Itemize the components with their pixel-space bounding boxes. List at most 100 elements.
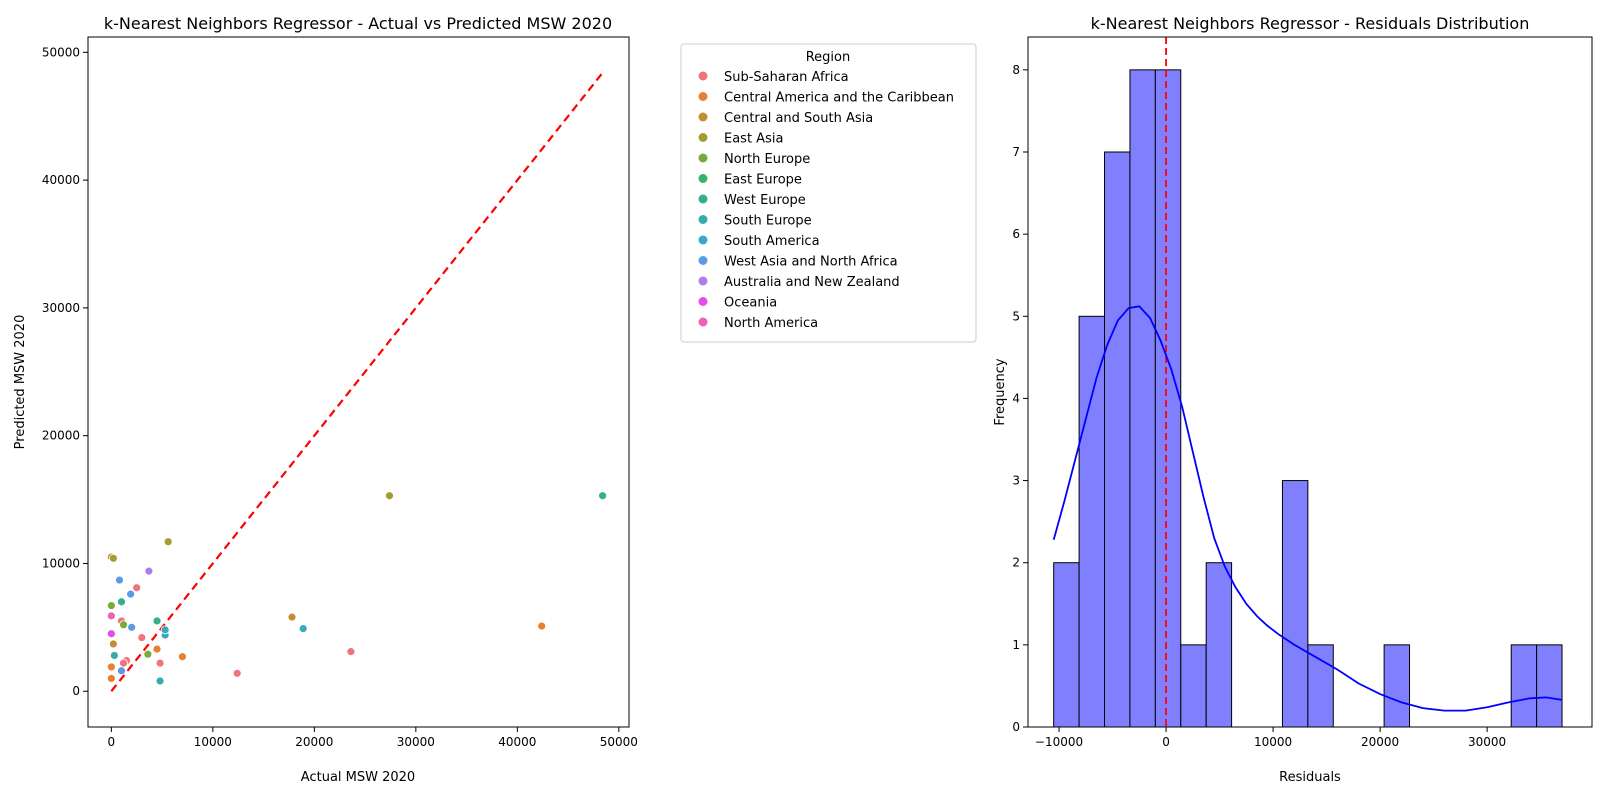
- histogram-y-tick-label: 7: [1012, 145, 1020, 159]
- scatter-point: [106, 629, 116, 639]
- scatter-y-tick-label: 0: [72, 684, 80, 698]
- histogram-bar: [1078, 315, 1106, 728]
- histogram-bar: [1307, 644, 1334, 728]
- scatter-point: [119, 658, 128, 668]
- legend-marker: [698, 235, 708, 245]
- legend-entry-label: Central America and the Caribbean: [724, 91, 954, 106]
- scatter-x-tick-label: 20000: [295, 735, 333, 749]
- legend-marker: [698, 297, 708, 306]
- histogram-y-axis-label: Frequency: [993, 358, 1008, 425]
- scatter-point: [127, 622, 137, 632]
- histogram-x-tick-label: 20000: [1361, 735, 1399, 749]
- scatter-point: [598, 491, 608, 501]
- scatter-plot-frame: [87, 36, 630, 728]
- legend-marker: [698, 276, 708, 286]
- scatter-y-tick-label: 30000: [42, 301, 80, 315]
- legend-entry-label: East Asia: [724, 132, 783, 147]
- legend-entry-label: West Europe: [724, 193, 806, 208]
- histogram-bar: [1053, 562, 1080, 728]
- legend-entry-label: South Europe: [724, 214, 812, 229]
- histogram-x-axis-label: Residuals: [1279, 770, 1341, 785]
- histogram-chart-title: k-Nearest Neighbors Regressor - Residual…: [1091, 14, 1530, 33]
- scatter-point: [298, 624, 308, 634]
- scatter-point: [106, 611, 116, 621]
- kde-curve: [1052, 305, 1563, 712]
- scatter-y-tick-label: 20000: [42, 429, 80, 443]
- histogram-x-tick-label: 0: [1162, 735, 1170, 749]
- scatter-y-tick-label: 10000: [42, 556, 80, 570]
- histogram-bar: [1205, 562, 1233, 728]
- scatter-point: [160, 625, 170, 635]
- scatter-point: [106, 601, 116, 611]
- scatter-point: [385, 491, 394, 501]
- histogram-y-tick-label: 3: [1012, 474, 1020, 488]
- legend-marker: [698, 194, 708, 204]
- scatter-chart-title: k-Nearest Neighbors Regressor - Actual v…: [104, 14, 612, 33]
- histogram-bar: [1383, 644, 1411, 728]
- scatter-point: [537, 621, 547, 631]
- scatter-x-tick-label: 50000: [600, 735, 638, 749]
- histogram-y-tick-label: 6: [1012, 227, 1020, 241]
- histogram-bar: [1129, 69, 1156, 728]
- scatter-point: [155, 676, 165, 686]
- scatter-point: [144, 566, 154, 576]
- scatter-point: [109, 651, 119, 660]
- scatter-point: [106, 662, 116, 672]
- scatter-point: [232, 668, 242, 678]
- scatter-point: [119, 620, 128, 630]
- reference-line: [110, 70, 605, 692]
- scatter-x-tick-label: 10000: [194, 735, 232, 749]
- scatter-point: [108, 639, 118, 649]
- legend-entry-label: Central and South Asia: [724, 111, 873, 126]
- histogram-bar: [1536, 644, 1563, 728]
- legend-entry-label: Australia and New Zealand: [724, 275, 900, 290]
- scatter-point: [115, 575, 124, 585]
- histogram-y-tick-label: 2: [1012, 556, 1020, 570]
- legend-marker: [698, 256, 708, 265]
- legend-marker: [698, 317, 708, 327]
- scatter-x-tick-label: 0: [108, 735, 116, 749]
- scatter-point: [152, 616, 162, 626]
- scatter-point: [137, 633, 147, 642]
- scatter-point: [117, 666, 126, 676]
- scatter-x-tick-label: 30000: [397, 735, 435, 749]
- scatter-point: [287, 612, 297, 622]
- histogram-bar: [1154, 69, 1182, 728]
- legend-entry-label: South America: [724, 234, 820, 249]
- histogram-bar: [1281, 480, 1309, 728]
- histogram-bar: [1104, 151, 1131, 728]
- scatter-point: [108, 553, 118, 563]
- legend: Region Sub-Saharan Africa Central America…: [680, 43, 977, 343]
- scatter-y-axis-label: Predicted MSW 2020: [13, 315, 28, 450]
- histogram-chart: k-Nearest Neighbors Regressor - Residual…: [993, 14, 1593, 785]
- legend-entry-label: North America: [724, 316, 818, 331]
- legend-marker: [698, 112, 708, 122]
- legend-entry-label: East Europe: [724, 173, 802, 188]
- histogram-bar: [1180, 644, 1207, 728]
- scatter-y-tick-label: 40000: [42, 173, 80, 187]
- scatter-point: [177, 652, 187, 662]
- scatter-point: [126, 589, 136, 599]
- legend-entry-label: West Asia and North Africa: [724, 255, 898, 270]
- scatter-point: [152, 644, 162, 654]
- histogram-y-tick-label: 0: [1012, 720, 1020, 734]
- scatter-x-axis-label: Actual MSW 2020: [301, 770, 415, 785]
- histogram-plot-frame: [1027, 36, 1593, 728]
- legend-box: [680, 43, 977, 343]
- legend-marker: [698, 153, 708, 163]
- scatter-y-tick-label: 50000: [42, 45, 80, 59]
- histogram-bar: [1510, 644, 1538, 728]
- legend-entry-label: Sub-Saharan Africa: [724, 70, 849, 85]
- scatter-point: [143, 649, 153, 659]
- legend-entry-label: North Europe: [724, 152, 810, 167]
- scatter-point: [155, 658, 165, 668]
- histogram-x-tick-label: 10000: [1254, 735, 1292, 749]
- legend-marker: [698, 71, 708, 81]
- scatter-point: [117, 597, 126, 607]
- scatter-point: [163, 537, 173, 547]
- histogram-y-tick-label: 4: [1012, 391, 1020, 405]
- histogram-y-tick-label: 5: [1012, 309, 1020, 323]
- legend-entry-label: Oceania: [724, 296, 777, 311]
- legend-marker: [698, 133, 708, 142]
